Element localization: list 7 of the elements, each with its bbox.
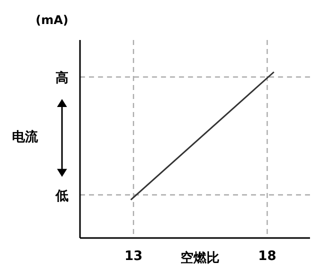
x-tick-label: 13 (124, 249, 143, 264)
y-axis-title: 电流 (12, 128, 39, 145)
ref-line-label: 低 (54, 188, 68, 204)
text: (mA) (36, 13, 68, 27)
ref-line-label: 高 (56, 70, 68, 86)
x-axis-title: 空燃比 (180, 250, 220, 266)
x-tick-label: 18 (258, 249, 276, 264)
